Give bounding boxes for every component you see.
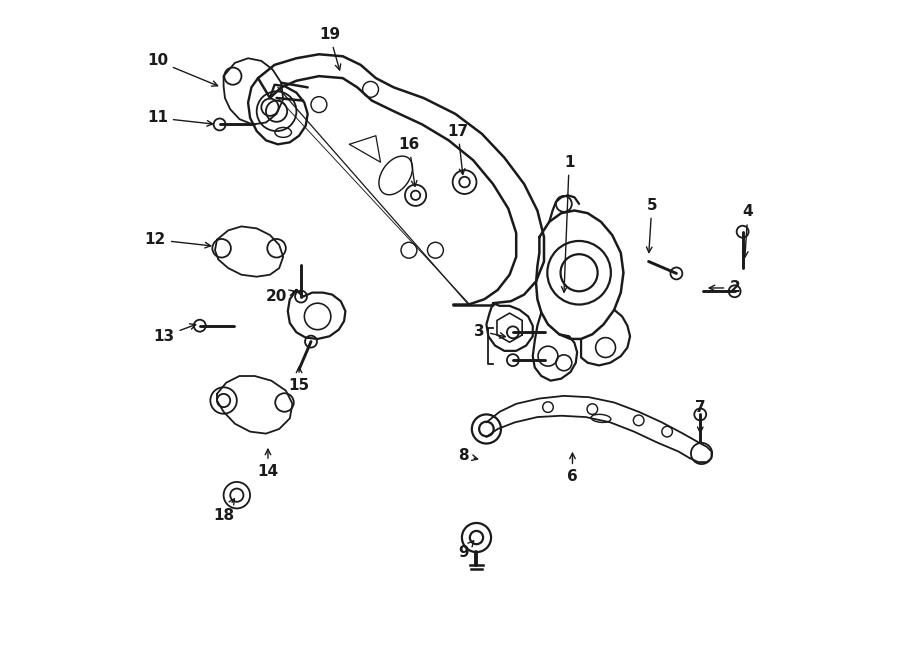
Text: 8: 8 bbox=[458, 448, 478, 463]
Text: 16: 16 bbox=[399, 137, 419, 187]
Text: 20: 20 bbox=[266, 289, 295, 304]
Text: 11: 11 bbox=[147, 111, 212, 126]
Text: 14: 14 bbox=[257, 449, 278, 479]
Text: 9: 9 bbox=[458, 541, 473, 560]
Text: 2: 2 bbox=[709, 281, 740, 295]
Text: 4: 4 bbox=[742, 205, 753, 257]
Text: 19: 19 bbox=[319, 27, 341, 70]
Text: 7: 7 bbox=[695, 400, 706, 432]
Text: 5: 5 bbox=[646, 198, 657, 252]
Text: 3: 3 bbox=[474, 324, 506, 338]
Text: 18: 18 bbox=[213, 498, 234, 522]
Text: 13: 13 bbox=[154, 324, 195, 344]
Text: 12: 12 bbox=[145, 232, 211, 248]
Text: 15: 15 bbox=[289, 367, 310, 393]
Text: 10: 10 bbox=[147, 54, 218, 86]
Text: 6: 6 bbox=[567, 453, 578, 484]
Text: 1: 1 bbox=[562, 155, 574, 292]
Text: 17: 17 bbox=[447, 124, 469, 174]
